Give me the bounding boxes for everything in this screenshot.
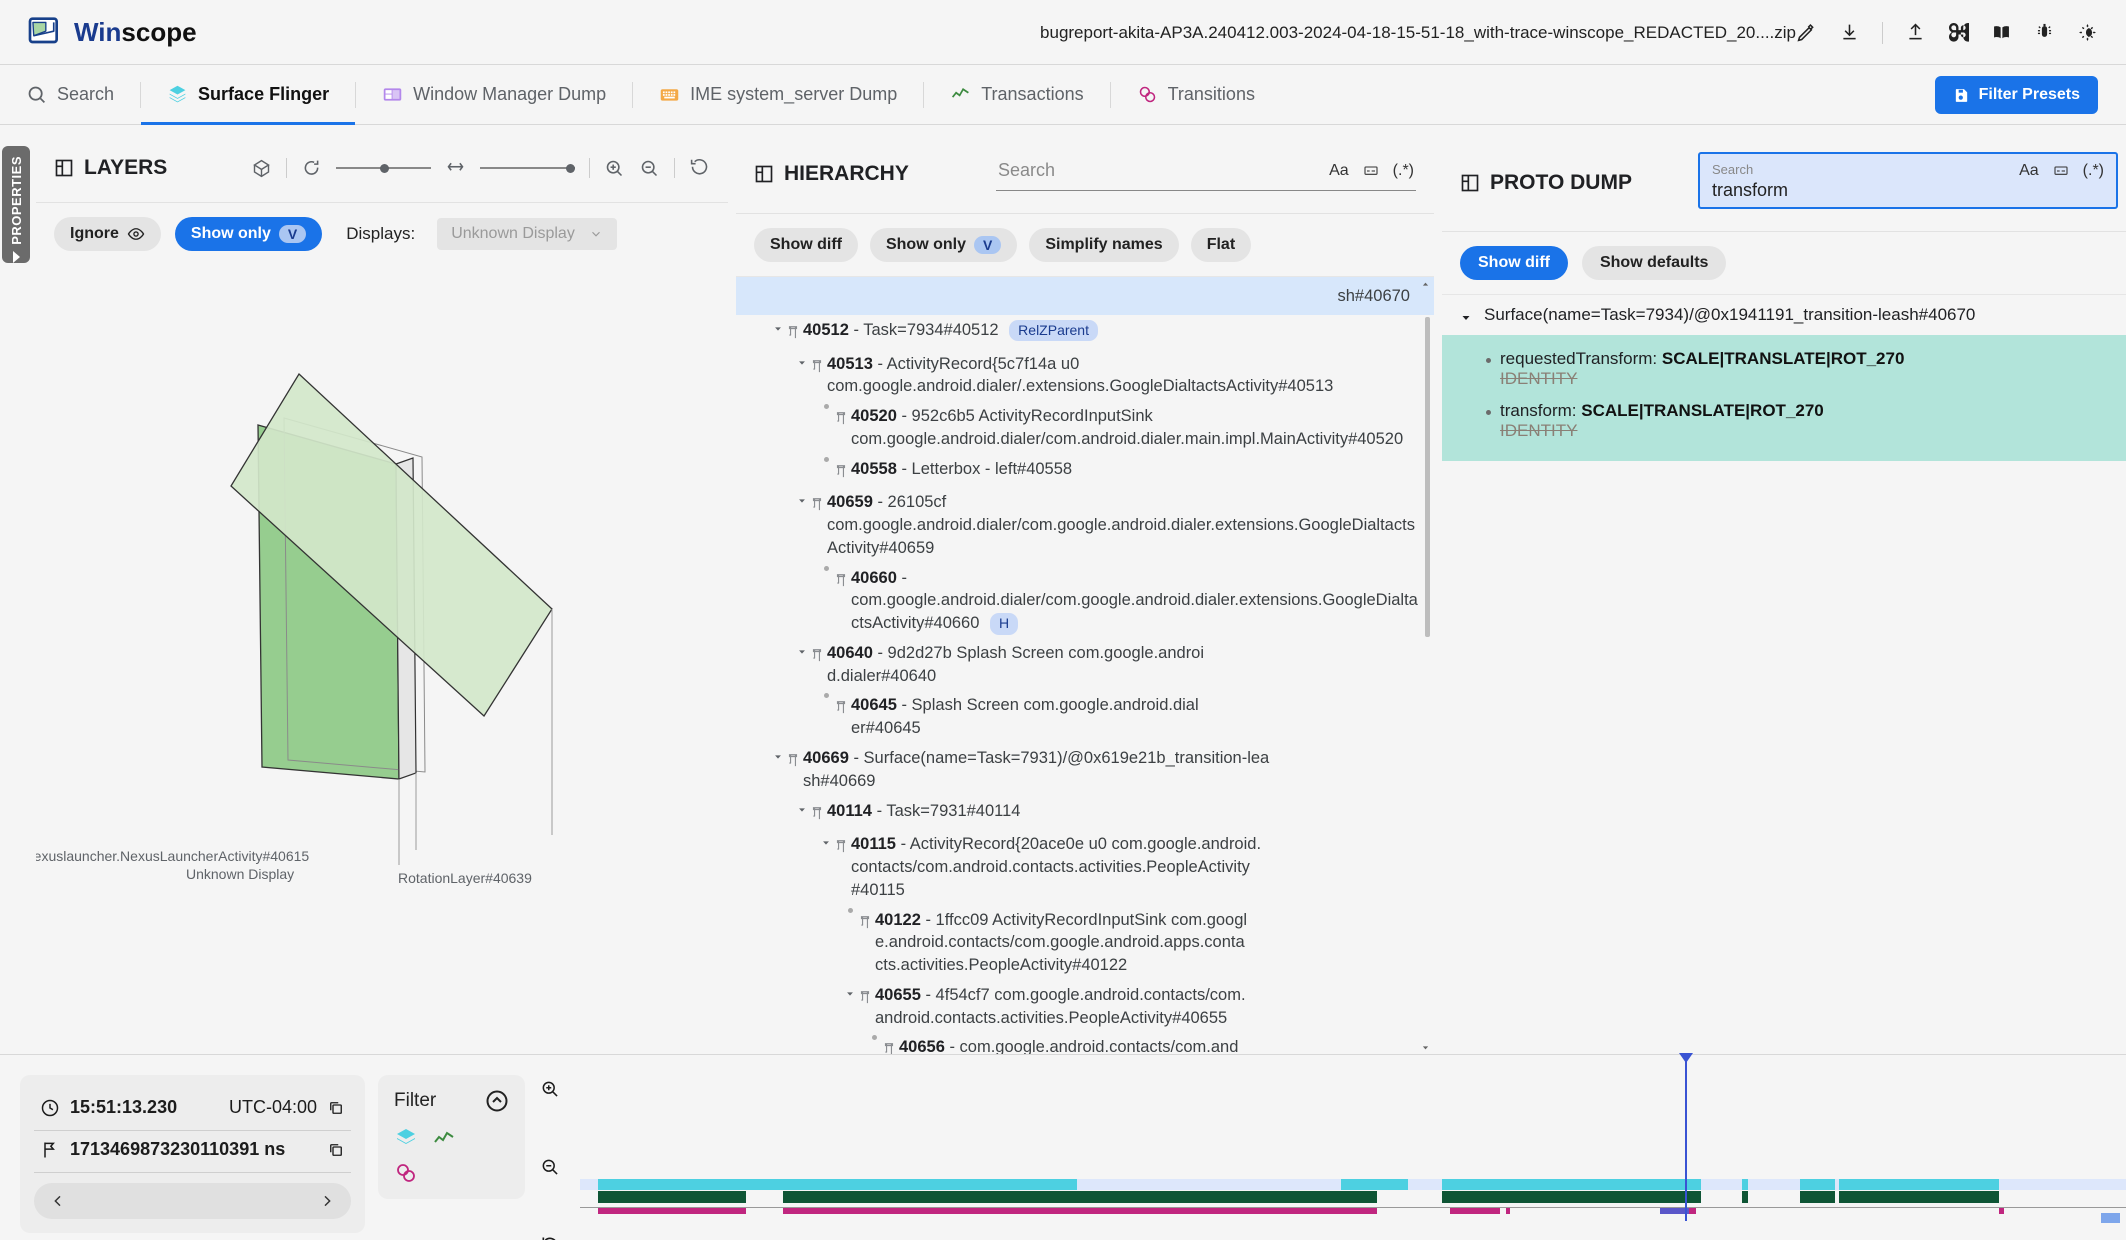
svg-text:RotationLayer#40639: RotationLayer#40639 [398, 870, 532, 886]
svg-text:...exuslauncher.NexusLauncherA: ...exuslauncher.NexusLauncherActivity#40… [36, 848, 309, 864]
svg-text:Unknown Display: Unknown Display [186, 866, 294, 882]
